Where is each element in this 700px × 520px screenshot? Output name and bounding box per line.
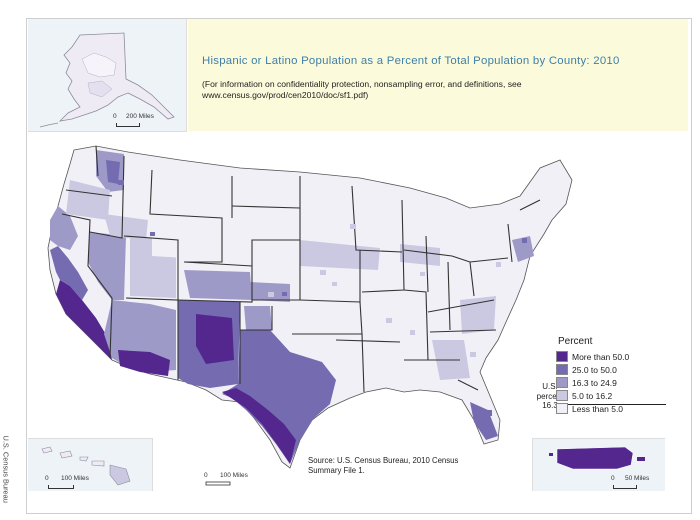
legend-item: 16.3 to 24.9 <box>556 376 666 389</box>
alaska-map <box>39 32 175 128</box>
region-california-south <box>56 280 112 360</box>
us-percent-line <box>566 404 666 405</box>
region-arizona-south <box>118 350 170 376</box>
region-washington-high <box>106 160 120 184</box>
region-wyoming <box>152 212 220 260</box>
puerto-rico-map <box>549 446 645 470</box>
legend-item: 5.0 to 16.2 <box>556 389 666 402</box>
map-title: Hispanic or Latino Population as a Perce… <box>202 55 620 67</box>
alaska-scale-bar <box>116 123 140 127</box>
puerto-rico-scale-label: 50 Miles <box>625 475 650 482</box>
county-highlights <box>268 224 501 357</box>
census-bureau-credit: U.S. Census Bureau <box>1 435 11 503</box>
legend-label: 16.3 to 24.9 <box>572 377 617 388</box>
alaska-scale-zero: 0 <box>113 113 117 120</box>
region-california-central <box>50 246 88 300</box>
alaska-inset: 0 200 Miles <box>28 19 187 132</box>
legend-swatch <box>556 377 568 388</box>
legend-item: 25.0 to 50.0 <box>556 363 666 376</box>
region-colorado-south <box>184 270 252 300</box>
us-percent-label: U.S. percent <box>536 382 564 401</box>
puerto-rico-inset: 0 50 Miles <box>532 438 665 491</box>
hawaii-map <box>41 446 131 486</box>
mainland-scale-label: 100 Miles <box>220 472 248 479</box>
county-hotspots <box>118 180 527 416</box>
region-nevada <box>88 232 126 300</box>
region-florida-south <box>470 402 498 440</box>
us-percent-marker: U.S. percent 16.3 <box>534 382 566 411</box>
legend-title: Percent <box>558 336 593 347</box>
legend-swatch <box>556 403 568 414</box>
region-new-mexico-high <box>196 314 234 364</box>
legend-item: More than 50.0 <box>556 350 666 363</box>
region-oregon <box>66 180 110 220</box>
us-percent-value: 16.3 <box>542 401 558 410</box>
region-midwest-pockets <box>400 244 440 266</box>
legend-label: More than 50.0 <box>572 351 630 362</box>
map-note: (For information on confidentiality prot… <box>202 79 522 100</box>
legend-swatch <box>556 351 568 362</box>
hawaii-scale-label: 100 Miles <box>61 475 89 482</box>
hawaii-inset: 0 100 Miles <box>28 438 153 491</box>
legend-label: Less than 5.0 <box>572 403 624 414</box>
legend-swatch <box>556 364 568 375</box>
legend-label: 5.0 to 16.2 <box>572 390 613 401</box>
alaska-scale-label: 200 Miles <box>126 113 154 120</box>
region-california-north <box>50 206 78 250</box>
title-panel: Hispanic or Latino Population as a Perce… <box>188 19 688 131</box>
region-idaho-south <box>104 214 148 240</box>
side-credit: U.S. Census Bureau <box>1 436 11 516</box>
region-northeast <box>512 236 534 262</box>
legend: Percent More than 50.0 25.0 to 50.0 16.3… <box>556 336 666 415</box>
mainland-scale-bar <box>205 481 231 486</box>
puerto-rico-scale-zero: 0 <box>611 475 615 482</box>
legend-label: 25.0 to 50.0 <box>572 364 617 375</box>
puerto-rico-scale-bar <box>613 485 637 489</box>
legend-swatch <box>556 390 568 401</box>
hawaii-scale-bar <box>48 485 74 489</box>
legend-item: Less than 5.0 <box>556 402 666 415</box>
region-texas-border <box>222 388 296 464</box>
mainland-scale-zero: 0 <box>204 472 208 479</box>
hawaii-scale-zero: 0 <box>45 475 49 482</box>
region-texas <box>222 330 336 464</box>
source-note: Source: U.S. Census Bureau, 2010 Census … <box>308 456 459 475</box>
region-texas-panhandle <box>244 306 272 330</box>
region-carolinas <box>460 296 496 334</box>
